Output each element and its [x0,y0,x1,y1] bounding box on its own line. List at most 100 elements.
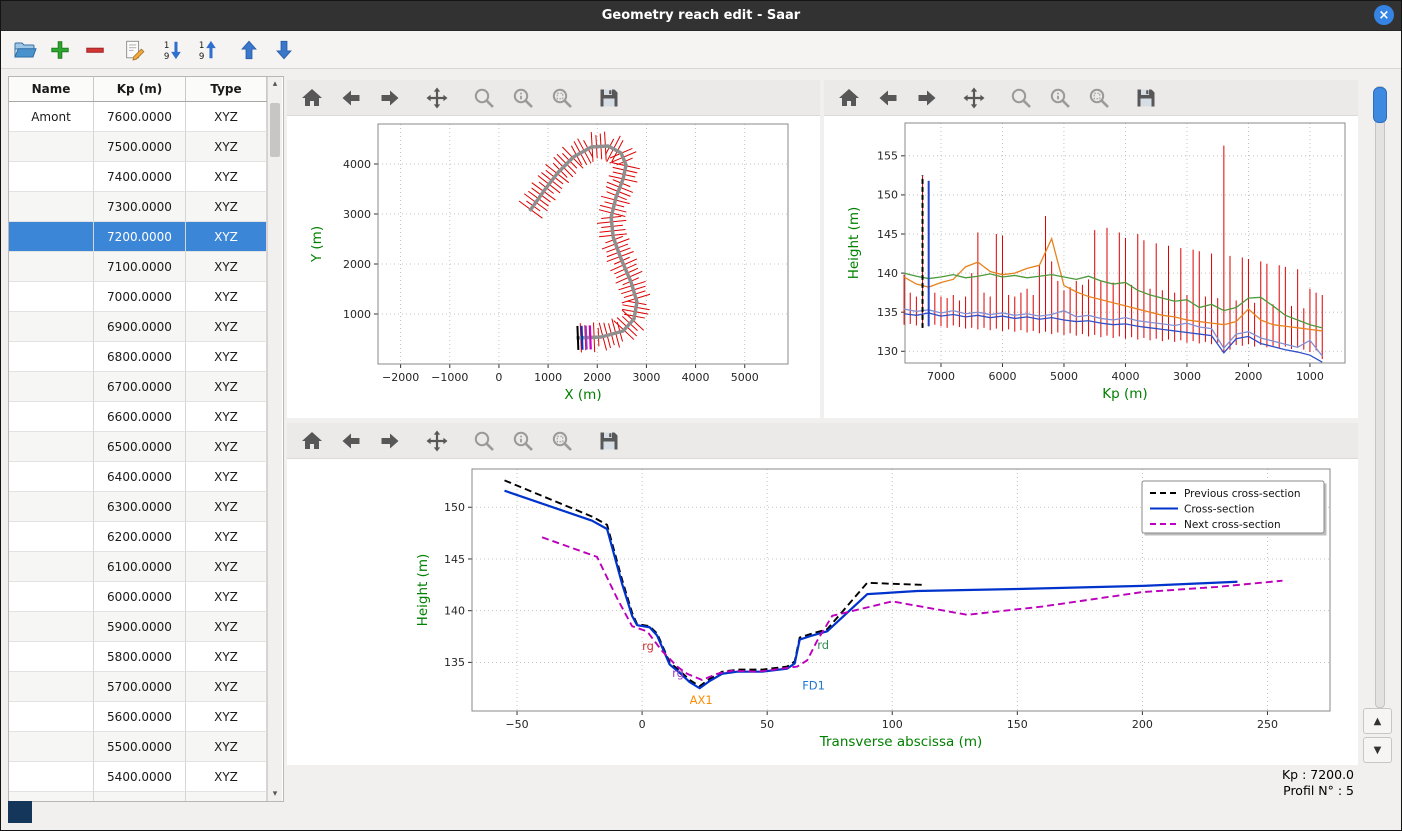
back-button[interactable] [875,85,901,111]
table-row[interactable]: 5400.0000 XYZ [9,762,267,792]
table-row[interactable]: 6100.0000 XYZ [9,552,267,582]
table-row[interactable]: 7400.0000 XYZ [9,162,267,192]
zoom-button[interactable] [471,85,497,111]
cell-type[interactable]: XYZ [186,432,267,462]
cell-type[interactable]: XYZ [186,132,267,162]
zoom-original-button[interactable] [510,85,536,111]
edit-cross-section-button[interactable] [121,37,147,63]
zoom-original-button[interactable] [1047,85,1073,111]
cell-kp[interactable]: 6000.0000 [94,582,186,612]
cell-type[interactable]: XYZ [186,762,267,792]
vertical-slider[interactable] [1373,86,1387,708]
longitudinal-profile-figure[interactable]: 7000 6000 5000 4000 3000 2000 1000 130 135 140 145… [824,116,1358,418]
cross-section-figure[interactable]: −50 0 50 100 150 200 250 135 140 145 150 Transverse… [287,459,1358,765]
home-button[interactable] [299,85,325,111]
table-row[interactable]: 6200.0000 XYZ [9,522,267,552]
home-button[interactable] [299,428,325,454]
table-row[interactable]: 7100.0000 XYZ [9,252,267,282]
close-button[interactable]: × [1374,5,1394,25]
previous-profile-button[interactable]: ▲ [1363,708,1392,734]
cell-type[interactable]: XYZ [186,342,267,372]
cell-type[interactable]: XYZ [186,282,267,312]
open-button[interactable] [12,37,38,63]
save-figure-button[interactable] [596,428,622,454]
table-row[interactable]: 6900.0000 XYZ [9,312,267,342]
cell-kp[interactable]: 7200.0000 [94,222,186,252]
cell-kp[interactable]: 6400.0000 [94,462,186,492]
remove-cross-section-button[interactable] [82,37,108,63]
table-row[interactable]: 7000.0000 XYZ [9,282,267,312]
cell-kp[interactable]: 7300.0000 [94,192,186,222]
cell-name[interactable] [9,582,94,612]
cell-name[interactable] [9,612,94,642]
cell-kp[interactable]: 5400.0000 [94,762,186,792]
zoom-rect-button[interactable] [549,85,575,111]
table-row[interactable]: 5800.0000 XYZ [9,642,267,672]
cell-name[interactable] [9,762,94,792]
table-row[interactable]: 6700.0000 XYZ [9,372,267,402]
zoom-button[interactable] [1008,85,1034,111]
cell-name[interactable] [9,552,94,582]
table-row[interactable]: 6300.0000 XYZ [9,492,267,522]
table-row[interactable]: 6500.0000 XYZ [9,432,267,462]
cell-name[interactable] [9,792,94,801]
cell-type[interactable]: XYZ [186,612,267,642]
table-row[interactable]: 6800.0000 XYZ [9,342,267,372]
cell-type[interactable]: XYZ [186,402,267,432]
pan-button[interactable] [424,428,450,454]
cell-type[interactable]: XYZ [186,372,267,402]
cell-name[interactable] [9,702,94,732]
move-down-button[interactable] [271,37,297,63]
cell-type[interactable]: XYZ [186,732,267,762]
cell-kp[interactable]: 5600.0000 [94,702,186,732]
home-button[interactable] [836,85,862,111]
table-row[interactable]: Amont 7600.0000 XYZ [9,102,267,132]
zoom-rect-button[interactable] [549,428,575,454]
zoom-original-button[interactable] [510,428,536,454]
cell-type[interactable]: XYZ [186,582,267,612]
table-row[interactable]: 6000.0000 XYZ [9,582,267,612]
cell-kp[interactable]: 7600.0000 [94,102,186,132]
cell-name[interactable] [9,162,94,192]
cell-type[interactable]: XYZ [186,192,267,222]
cell-type[interactable]: XYZ [186,222,267,252]
next-profile-button[interactable]: ▼ [1363,737,1392,763]
cell-type[interactable]: XYZ [186,462,267,492]
table-row[interactable]: 5700.0000 XYZ [9,672,267,702]
table-row[interactable]: 7200.0000 XYZ [9,222,267,252]
table-row[interactable]: 6400.0000 XYZ [9,462,267,492]
cell-name[interactable] [9,132,94,162]
cell-kp[interactable]: 7000.0000 [94,282,186,312]
cell-kp[interactable]: 7500.0000 [94,132,186,162]
add-cross-section-button[interactable] [47,37,73,63]
zoom-rect-button[interactable] [1086,85,1112,111]
cell-type[interactable]: XYZ [186,102,267,132]
zoom-button[interactable] [471,428,497,454]
cell-name[interactable] [9,342,94,372]
cell-type[interactable]: XYZ [186,672,267,702]
cell-kp[interactable]: 6200.0000 [94,522,186,552]
move-up-button[interactable] [236,37,262,63]
cell-kp[interactable]: 6600.0000 [94,402,186,432]
table-row[interactable]: 7500.0000 XYZ [9,132,267,162]
cell-name[interactable] [9,252,94,282]
pan-button[interactable] [424,85,450,111]
cell-kp[interactable]: 5800.0000 [94,642,186,672]
cell-kp[interactable]: 7100.0000 [94,252,186,282]
table-scrollbar[interactable]: ▴ ▾ [267,77,282,801]
forward-button[interactable] [914,85,940,111]
table-row[interactable]: 6600.0000 XYZ [9,402,267,432]
cell-kp[interactable]: 6900.0000 [94,312,186,342]
cell-name[interactable] [9,222,94,252]
cell-type[interactable]: XYZ [186,252,267,282]
back-button[interactable] [338,428,364,454]
cell-type[interactable]: XYZ [186,792,267,801]
cell-name[interactable] [9,642,94,672]
cell-type[interactable]: XYZ [186,492,267,522]
save-figure-button[interactable] [596,85,622,111]
cell-kp[interactable]: 6500.0000 [94,432,186,462]
cell-name[interactable] [9,192,94,222]
